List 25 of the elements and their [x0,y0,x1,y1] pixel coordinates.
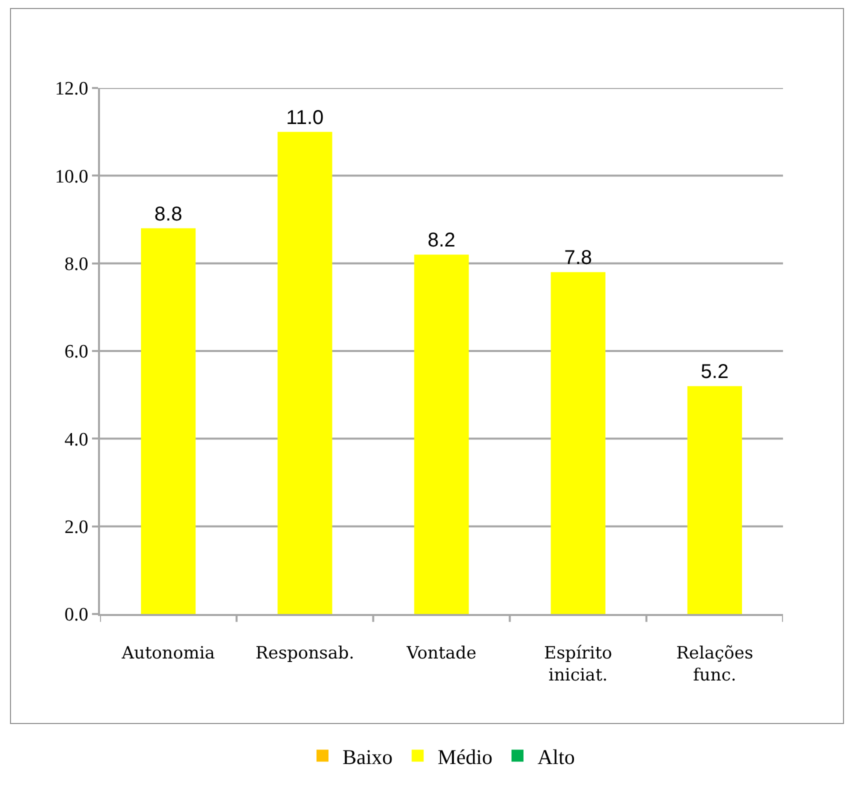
data-label: 11.0 [286,106,324,129]
data-label: 8.8 [154,203,182,226]
bar [140,228,196,614]
data-label: 8.2 [428,230,456,252]
legend-label: Alto [538,744,575,769]
y-tick-label: 0.0 [64,604,88,626]
x-tick-label: Responsab. [256,643,354,664]
x-tick-label: Relações func. [676,643,754,686]
y-tick-label: 6.0 [64,342,88,363]
bar [550,272,606,614]
x-tick-label: Espírito iniciat. [544,643,612,686]
data-label: 5.2 [700,361,729,384]
legend-label: Baixo [342,744,393,769]
data-label: 7.8 [564,247,592,270]
x-tick-label: Autonomia [120,643,215,664]
y-tick-label: 2.0 [64,516,88,538]
bar [278,132,332,614]
x-tick-label: Vontade [406,643,476,664]
y-tick-label: 10.0 [54,166,88,188]
y-tick-label: 12.0 [54,78,88,100]
legend-label: Médio [438,744,492,769]
y-tick-label: 8.0 [64,254,88,275]
bar [687,386,742,614]
bar [414,254,469,614]
y-tick-label: 4.0 [64,429,88,450]
